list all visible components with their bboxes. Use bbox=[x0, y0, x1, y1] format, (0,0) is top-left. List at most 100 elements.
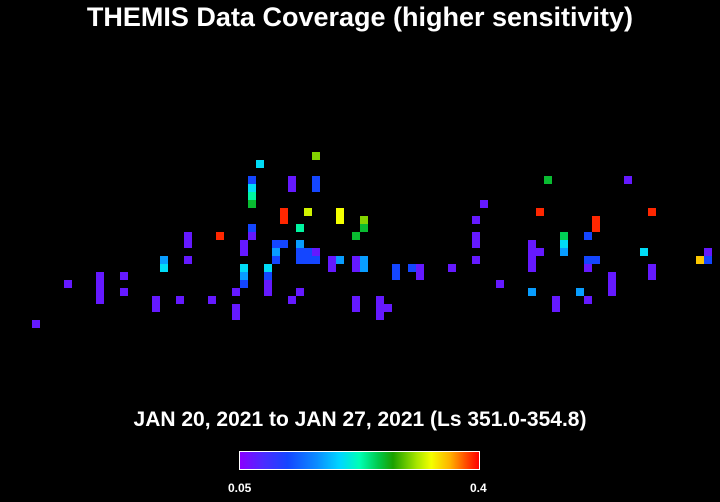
coverage-cell bbox=[272, 240, 280, 248]
coverage-cell bbox=[648, 272, 656, 280]
coverage-cell bbox=[240, 272, 248, 280]
coverage-cell bbox=[472, 256, 480, 264]
coverage-cell bbox=[584, 264, 592, 272]
coverage-cell bbox=[360, 264, 368, 272]
coverage-cell bbox=[280, 240, 288, 248]
coverage-cell bbox=[304, 248, 312, 256]
coverage-cell bbox=[248, 192, 256, 200]
coverage-cell bbox=[384, 304, 392, 312]
coverage-cell bbox=[256, 160, 264, 168]
coverage-cell bbox=[560, 240, 568, 248]
coverage-cell bbox=[248, 224, 256, 232]
coverage-cell bbox=[584, 256, 592, 264]
coverage-cell bbox=[560, 232, 568, 240]
coverage-cell bbox=[336, 216, 344, 224]
coverage-cell bbox=[120, 272, 128, 280]
coverage-cell bbox=[328, 256, 336, 264]
coverage-cell bbox=[96, 280, 104, 288]
coverage-cell bbox=[552, 296, 560, 304]
coverage-cell bbox=[648, 208, 656, 216]
coverage-cell bbox=[184, 256, 192, 264]
coverage-cell bbox=[336, 208, 344, 216]
coverage-cell bbox=[376, 296, 384, 304]
coverage-cell bbox=[336, 256, 344, 264]
coverage-cell bbox=[608, 288, 616, 296]
coverage-cell bbox=[288, 176, 296, 184]
coverage-cell bbox=[608, 272, 616, 280]
coverage-cell bbox=[352, 264, 360, 272]
coverage-cell bbox=[280, 208, 288, 216]
coverage-cell bbox=[296, 248, 304, 256]
coverage-cell bbox=[696, 256, 704, 264]
coverage-cell bbox=[472, 216, 480, 224]
coverage-cell bbox=[280, 216, 288, 224]
coverage-cell bbox=[176, 296, 184, 304]
coverage-cell bbox=[232, 304, 240, 312]
coverage-cell bbox=[544, 176, 552, 184]
coverage-cell bbox=[264, 288, 272, 296]
coverage-cell bbox=[64, 280, 72, 288]
coverage-cell bbox=[264, 272, 272, 280]
coverage-cell bbox=[152, 304, 160, 312]
coverage-cell bbox=[312, 184, 320, 192]
colorbar-min-label: 0.05 bbox=[228, 481, 252, 495]
coverage-cell bbox=[32, 320, 40, 328]
coverage-cell bbox=[312, 152, 320, 160]
coverage-cell bbox=[584, 232, 592, 240]
coverage-cell bbox=[624, 176, 632, 184]
coverage-cell bbox=[528, 288, 536, 296]
coverage-cell bbox=[240, 248, 248, 256]
coverage-cell bbox=[360, 216, 368, 224]
coverage-cell bbox=[96, 272, 104, 280]
coverage-cell bbox=[704, 248, 712, 256]
coverage-cell bbox=[160, 256, 168, 264]
coverage-cell bbox=[408, 264, 416, 272]
coverage-cell bbox=[160, 264, 168, 272]
coverage-cell bbox=[528, 248, 536, 256]
coverage-cell bbox=[576, 288, 584, 296]
coverage-cell bbox=[592, 224, 600, 232]
coverage-cell bbox=[232, 312, 240, 320]
coverage-cell bbox=[296, 256, 304, 264]
coverage-cell bbox=[296, 224, 304, 232]
coverage-cell bbox=[448, 264, 456, 272]
colorbar-max-label: 0.4 bbox=[470, 481, 487, 495]
coverage-cell bbox=[248, 176, 256, 184]
coverage-cell bbox=[528, 264, 536, 272]
coverage-cell bbox=[208, 296, 216, 304]
coverage-cell bbox=[472, 240, 480, 248]
chart-title: THEMIS Data Coverage (higher sensitivity… bbox=[86, 2, 634, 32]
coverage-cell bbox=[352, 296, 360, 304]
colorbar bbox=[239, 451, 480, 470]
coverage-cell bbox=[272, 248, 280, 256]
date-range-subtitle: JAN 20, 2021 to JAN 27, 2021 (Ls 351.0-3… bbox=[133, 408, 587, 431]
coverage-cell bbox=[312, 176, 320, 184]
coverage-cell bbox=[240, 240, 248, 248]
coverage-cell bbox=[96, 296, 104, 304]
coverage-cell bbox=[272, 256, 280, 264]
coverage-cell bbox=[392, 264, 400, 272]
coverage-cell bbox=[704, 256, 712, 264]
coverage-cell bbox=[480, 200, 488, 208]
coverage-cell bbox=[264, 280, 272, 288]
coverage-cell bbox=[640, 248, 648, 256]
coverage-cell bbox=[232, 288, 240, 296]
coverage-cell bbox=[528, 256, 536, 264]
coverage-cell bbox=[648, 264, 656, 272]
coverage-cell bbox=[296, 288, 304, 296]
coverage-cell bbox=[552, 304, 560, 312]
coverage-cell bbox=[608, 280, 616, 288]
coverage-cell bbox=[560, 248, 568, 256]
coverage-cell bbox=[304, 256, 312, 264]
coverage-cell bbox=[264, 264, 272, 272]
coverage-cell bbox=[312, 256, 320, 264]
coverage-cell bbox=[216, 232, 224, 240]
coverage-cell bbox=[184, 240, 192, 248]
coverage-cell bbox=[312, 248, 320, 256]
coverage-cell bbox=[536, 208, 544, 216]
coverage-cell bbox=[296, 240, 304, 248]
coverage-cell bbox=[592, 256, 600, 264]
coverage-cell bbox=[392, 272, 400, 280]
coverage-cell bbox=[360, 256, 368, 264]
coverage-cell bbox=[416, 272, 424, 280]
